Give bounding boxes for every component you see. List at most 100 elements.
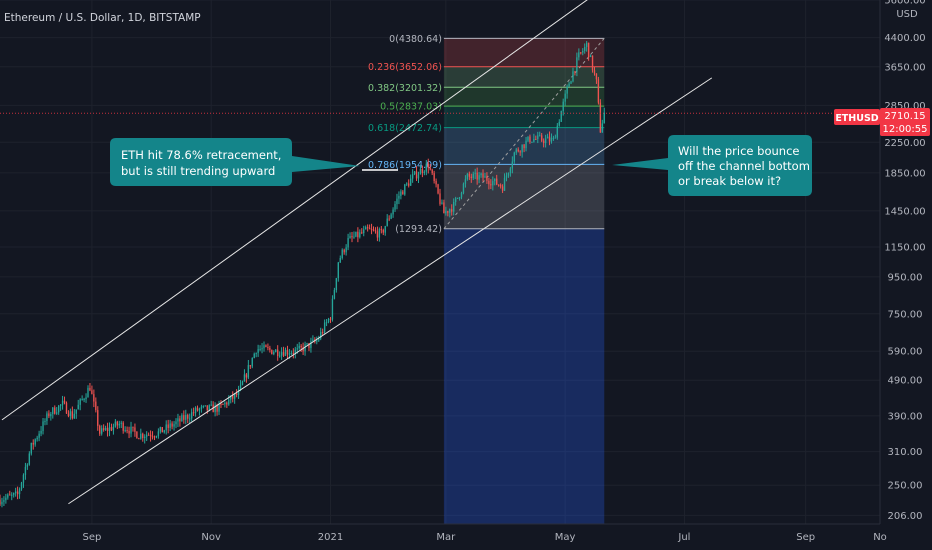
candle-body [552,137,555,139]
price-tick-label: 4400.00 [884,33,925,44]
fibonacci-retracement[interactable]: 0(4380.64) 0.236(3652.06) 0.382(3201.32) 0.… [368,34,605,524]
grid-lines [0,0,881,524]
candle-body [233,393,236,399]
candle-body [365,227,367,230]
time-tick-label: Jul [677,532,690,543]
candle-body [95,401,97,411]
candle-body [550,137,553,142]
candle-body [228,399,230,405]
candle-body [46,413,48,421]
price-axis-panel[interactable] [880,0,932,524]
candlestick-series [0,40,605,508]
candle-body [378,229,381,238]
price-tick-label: 590.00 [888,347,923,358]
candle-body [394,204,396,210]
candle-body [417,174,420,179]
candle-body [265,345,267,347]
candle-body [370,229,373,231]
price-tick-label: 1850.00 [884,168,925,179]
candle-body [404,184,406,195]
candle-body [118,423,120,426]
price-tick-label: 750.00 [888,309,923,320]
candle-body [382,229,384,233]
right-annotation[interactable]: Will the price bounce off the channel bo… [612,135,812,196]
candle-body [587,42,590,58]
candle-body [312,339,314,342]
candle-body [87,387,89,398]
time-tick-label: Sep [82,532,101,543]
channel-lower-line[interactable] [68,77,713,505]
candle-body [366,227,369,229]
candle-body [167,424,169,428]
candle-body [574,71,576,73]
candle-body [214,405,216,413]
candle-body [368,228,371,230]
candle-body [165,424,167,431]
candle-body [335,278,338,290]
candle-body [275,349,277,353]
candle-body [341,249,343,258]
candle-body [222,403,224,405]
candle-body [284,349,287,356]
candle-body [175,421,177,425]
candle-body [120,422,122,424]
candle-body [515,149,517,153]
candle-body [470,176,472,179]
candle-body [138,438,140,440]
price-tick-label: 1150.00 [884,243,925,254]
candle-body [415,171,418,179]
price-tick-label: 3650.00 [884,62,925,73]
candle-body [396,198,398,205]
candle-body [591,55,594,71]
candle-body [353,236,355,238]
candle-body [224,402,226,405]
channel-upper-line[interactable] [1,0,659,421]
candle-body [302,347,304,352]
candle-body [460,192,463,198]
candle-body [562,101,564,112]
candle-body [99,425,101,434]
candle-body [548,136,551,142]
time-tick-label: Mar [436,532,456,543]
price-channel[interactable] [1,0,713,505]
candle-body [374,230,377,232]
candle-body [496,178,498,185]
current-price-tag: ETHUSD 2710.15 12:00:55 [834,108,930,136]
candle-body [28,453,31,465]
candle-body [535,139,537,141]
candle-body [142,433,144,438]
candle-body [437,184,439,194]
candle-body [453,201,455,212]
candle-body [110,427,113,431]
candle-body [595,73,598,80]
candle-body [273,352,275,355]
candle-body [218,403,220,412]
candle-body [439,193,441,204]
candle-body [400,191,402,196]
candle-body [151,436,154,438]
candle-body [445,211,447,214]
fib-level-label: (1293.42) [395,224,442,235]
candle-body [541,135,543,141]
candle-body [466,173,469,180]
candle-body [349,236,351,239]
candle-body [210,404,212,406]
candle-body [419,168,422,175]
candle-body [183,415,185,420]
candle-body [126,430,128,432]
left-annotation[interactable]: ETH hit 78.6% retracement, but is still … [110,138,398,186]
right-annotation-line2: off the channel bottom [678,159,810,173]
candle-body [325,322,328,324]
candle-body [468,173,471,177]
price-tick-label: 2250.00 [884,138,925,149]
candle-body [386,218,388,227]
price-tick-label: 5600.00 [884,0,925,7]
candle-body [433,173,435,181]
candle-body [75,409,77,414]
candle-body [112,426,115,431]
candle-body [343,249,345,253]
fib-zone [443,106,605,128]
fib-level-label: 0.786(1954.09) [368,160,442,171]
candle-body [329,318,332,320]
